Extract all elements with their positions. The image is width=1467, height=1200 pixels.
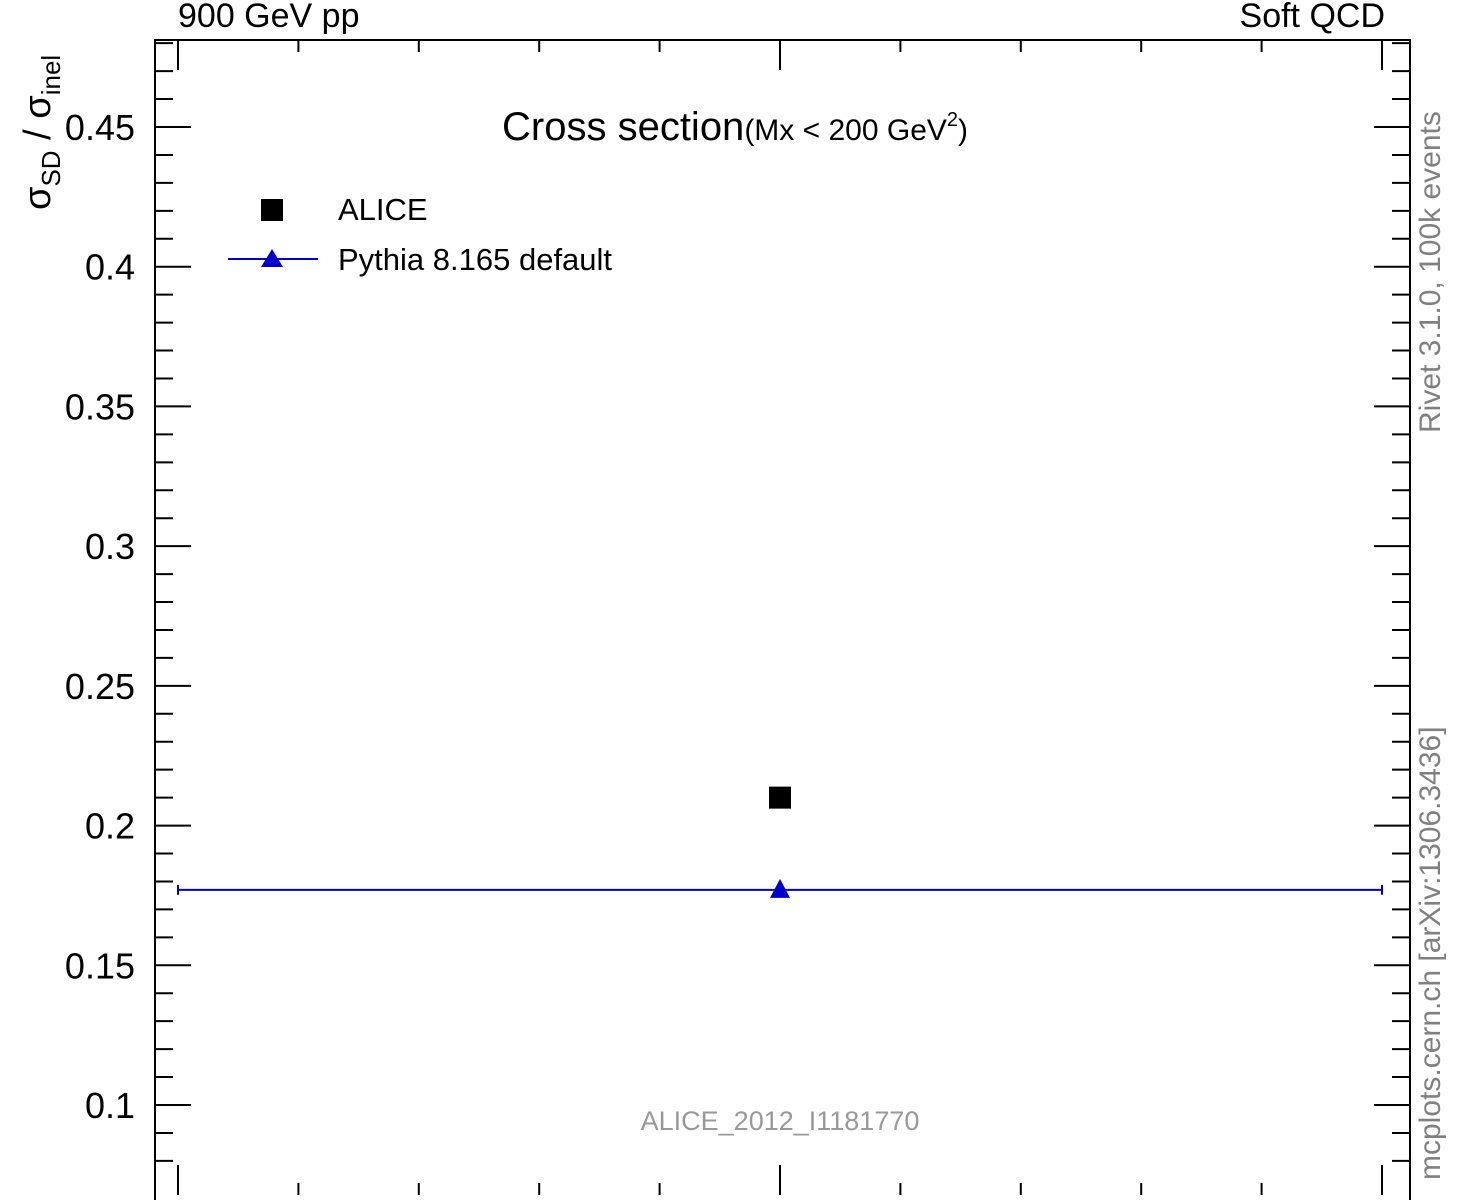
mcplots-reference: mcplots.cern.ch [arXiv:1306.3436] [1414,726,1447,1180]
alice-data-point [769,786,791,809]
legend-marker-alice [261,199,283,221]
y-tick-label: 0.25 [65,666,135,707]
y-tick-label: 0.1 [85,1085,135,1126]
axis-ticks [155,40,1410,1195]
y-tick-label: 0.4 [85,247,135,288]
y-tick-label: 0.35 [65,386,135,427]
plot-frame [154,39,1411,1200]
y-axis-label: σSD / σinel [17,55,66,210]
legend-marker-pythia [261,249,283,267]
legend-label-alice: ALICE [338,192,428,227]
legend-label-pythia: Pythia 8.165 default [338,242,612,277]
legend: ALICE Pythia 8.165 default [228,192,612,277]
y-tick-label: 0.15 [65,945,135,986]
y-tick-labels: 0.1 0.15 0.2 0.25 0.3 0.35 0.4 0.45 [65,107,135,1126]
analysis-id: ALICE_2012_I1181770 [641,1106,920,1136]
plot-title: Cross section(Mx < 200 GeV2) [502,105,968,149]
y-tick-label: 0.45 [65,107,135,148]
process-label: Soft QCD [1240,0,1385,35]
rivet-info: Rivet 3.1.0, 100k events [1414,111,1447,433]
y-tick-label: 0.2 [85,806,135,847]
y-tick-label: 0.3 [85,526,135,567]
data-marks [177,786,1383,898]
energy-label: 900 GeV pp [178,0,359,35]
pythia-data-point [770,878,790,898]
